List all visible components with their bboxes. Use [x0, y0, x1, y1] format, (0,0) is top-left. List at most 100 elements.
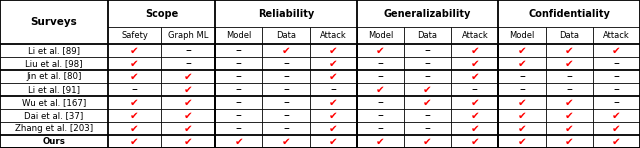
Text: Surveys: Surveys [30, 17, 77, 27]
Text: –: – [186, 57, 191, 70]
Text: ✔: ✔ [470, 72, 479, 82]
Text: ✔: ✔ [282, 136, 291, 147]
Text: Model: Model [509, 31, 534, 40]
Text: Zhang et al. [203]: Zhang et al. [203] [15, 124, 93, 133]
Text: –: – [425, 44, 431, 57]
Text: –: – [236, 122, 242, 135]
Text: –: – [614, 83, 620, 96]
Text: ✔: ✔ [423, 98, 432, 108]
Text: –: – [378, 70, 383, 83]
Text: –: – [236, 57, 242, 70]
Text: Attack: Attack [320, 31, 347, 40]
Text: –: – [614, 70, 620, 83]
Text: –: – [131, 83, 138, 96]
Text: ✔: ✔ [518, 124, 526, 134]
Text: –: – [519, 83, 525, 96]
Text: –: – [425, 70, 431, 83]
Text: ✔: ✔ [184, 111, 193, 121]
Text: Data: Data [276, 31, 296, 40]
Text: Ours: Ours [42, 137, 65, 146]
Text: ✔: ✔ [518, 136, 526, 147]
Text: ✔: ✔ [565, 124, 573, 134]
Text: ✔: ✔ [130, 98, 139, 108]
Text: ✔: ✔ [184, 124, 193, 134]
Text: –: – [236, 109, 242, 122]
Text: ✔: ✔ [376, 85, 385, 95]
Text: ✔: ✔ [612, 124, 621, 134]
Text: ✔: ✔ [130, 136, 139, 147]
Text: ✔: ✔ [329, 124, 338, 134]
Text: ✔: ✔ [329, 98, 338, 108]
Text: ✔: ✔ [423, 136, 432, 147]
Text: ✔: ✔ [376, 46, 385, 56]
Text: Jin et al. [80]: Jin et al. [80] [26, 72, 81, 81]
Text: Data: Data [418, 31, 438, 40]
Text: ✔: ✔ [234, 136, 243, 147]
Text: ✔: ✔ [470, 59, 479, 69]
Text: –: – [566, 70, 572, 83]
Text: Confidentiality: Confidentiality [528, 9, 610, 19]
Text: –: – [425, 122, 431, 135]
Text: –: – [614, 96, 620, 109]
Text: –: – [614, 57, 620, 70]
Text: Attack: Attack [603, 31, 630, 40]
Text: ✔: ✔ [612, 111, 621, 121]
Text: –: – [566, 83, 572, 96]
Text: –: – [378, 96, 383, 109]
Text: –: – [236, 96, 242, 109]
Text: –: – [378, 122, 383, 135]
Text: –: – [283, 109, 289, 122]
Text: Attack: Attack [461, 31, 488, 40]
Text: Safety: Safety [121, 31, 148, 40]
Text: –: – [236, 83, 242, 96]
Text: ✔: ✔ [565, 46, 573, 56]
Text: ✔: ✔ [470, 98, 479, 108]
Text: –: – [283, 96, 289, 109]
Text: ✔: ✔ [423, 85, 432, 95]
Text: ✔: ✔ [518, 98, 526, 108]
Text: ✔: ✔ [565, 111, 573, 121]
Text: ✔: ✔ [612, 46, 621, 56]
Text: ✔: ✔ [130, 59, 139, 69]
Text: ✔: ✔ [329, 46, 338, 56]
Text: –: – [519, 70, 525, 83]
Text: Li et al. [91]: Li et al. [91] [28, 85, 80, 94]
Text: ✔: ✔ [130, 124, 139, 134]
Text: –: – [472, 83, 477, 96]
Text: –: – [283, 83, 289, 96]
Text: ✔: ✔ [518, 46, 526, 56]
Text: Li et al. [89]: Li et al. [89] [28, 46, 80, 55]
Text: ✔: ✔ [470, 46, 479, 56]
Text: Liu et al. [98]: Liu et al. [98] [25, 59, 83, 68]
Text: ✔: ✔ [612, 136, 621, 147]
Text: ✔: ✔ [184, 136, 193, 147]
Text: ✔: ✔ [329, 59, 338, 69]
Text: –: – [283, 70, 289, 83]
Text: ✔: ✔ [184, 85, 193, 95]
Text: ✔: ✔ [329, 111, 338, 121]
Text: –: – [236, 70, 242, 83]
Text: ✔: ✔ [470, 124, 479, 134]
Text: Scope: Scope [145, 9, 178, 19]
Text: Dai et al. [37]: Dai et al. [37] [24, 111, 83, 120]
Text: Generalizability: Generalizability [384, 9, 471, 19]
Text: ✔: ✔ [329, 72, 338, 82]
Text: ✔: ✔ [518, 111, 526, 121]
Text: ✔: ✔ [184, 72, 193, 82]
Text: ✔: ✔ [565, 59, 573, 69]
Text: –: – [378, 57, 383, 70]
Text: ✔: ✔ [130, 72, 139, 82]
Text: ✔: ✔ [130, 111, 139, 121]
Text: –: – [330, 83, 336, 96]
Text: ✔: ✔ [376, 136, 385, 147]
Text: –: – [283, 122, 289, 135]
Text: ✔: ✔ [130, 46, 139, 56]
Text: Reliability: Reliability [258, 9, 314, 19]
Text: –: – [425, 57, 431, 70]
Text: ✔: ✔ [470, 136, 479, 147]
Text: ✔: ✔ [565, 136, 573, 147]
Text: –: – [283, 57, 289, 70]
Text: Wu et al. [167]: Wu et al. [167] [22, 98, 86, 107]
Text: ✔: ✔ [184, 98, 193, 108]
Text: Model: Model [226, 31, 252, 40]
